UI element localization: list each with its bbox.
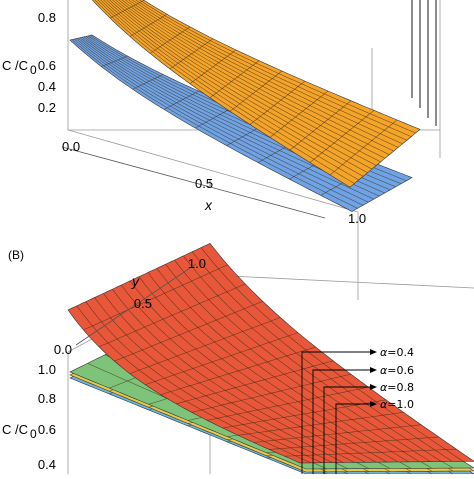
panel-a-surface-upper-mesh-line bbox=[139, 0, 416, 134]
panel-a-legend-leaders bbox=[411, 0, 437, 126]
panel-a-surface-upper-mesh-line bbox=[109, 0, 377, 166]
panel-a-z-tick-partial-0: 0.8 bbox=[38, 10, 56, 25]
panel-a-surface-lower-mesh-line bbox=[132, 74, 164, 90]
panel-a-surface-lower-mesh-line bbox=[73, 38, 364, 206]
panel-b-arrowhead bbox=[370, 401, 377, 407]
panel-a-surface-upper-mesh-line bbox=[100, 0, 364, 177]
panel-b-surface-top-mesh bbox=[76, 247, 464, 464]
panel-b-z-tick-2: 0.6 bbox=[38, 422, 56, 437]
panel-b-legend-symbol: α bbox=[380, 381, 388, 394]
panel-a-surface-upper-mesh-line bbox=[97, 0, 359, 181]
panel-b-y-tick-1: 0.5 bbox=[134, 296, 152, 311]
panel-b-leader-line bbox=[301, 351, 370, 474]
panel-b-y-axis-line bbox=[75, 263, 197, 346]
panel-b-surface-top-mesh-line bbox=[156, 268, 409, 463]
panel-b-surface-top-mesh-line bbox=[85, 301, 322, 463]
panel-b-legend-symbol: α bbox=[380, 364, 388, 377]
panel-b-leader-line bbox=[312, 369, 370, 474]
panel-b-surface-top-mesh-line bbox=[103, 293, 344, 463]
panel-b-surface-top-mesh-line bbox=[165, 264, 420, 463]
panel-a-surface-upper-mesh-line bbox=[106, 0, 373, 170]
panel-a-x-axis-line bbox=[61, 146, 326, 219]
panel-a-surface-upper-mesh-line bbox=[131, 0, 408, 141]
panel-b-surface-top-mesh-line bbox=[138, 276, 388, 463]
panel-b-y-tick-2: 0.0 bbox=[54, 342, 72, 357]
panel-b-legend-item: α=0.4 bbox=[380, 346, 414, 359]
panel-b-legend-label: =0.6 bbox=[387, 364, 414, 377]
panel-b-chart: (B)α=0.4α=0.6α=0.8α=1.01.00.50.0y1.00.80… bbox=[2, 243, 474, 475]
panel-b-surface-top-mesh-line bbox=[192, 251, 453, 462]
panel-b-z-label: C /C bbox=[2, 422, 28, 437]
panel-b-legend-symbol: α bbox=[380, 398, 388, 411]
panel-b-surface-top-mesh-line bbox=[112, 289, 355, 463]
panel-b-legend-label: =1.0 bbox=[387, 398, 414, 411]
panel-a-z-label: C /C bbox=[2, 58, 28, 73]
panel-a-surface-upper-mesh-line bbox=[94, 0, 355, 184]
panel-b-z-label-sub: 0 bbox=[30, 427, 37, 441]
panel-a-z-tick-0: 0.4 bbox=[38, 79, 56, 94]
panel-a-surface-lower-mesh-line bbox=[71, 39, 358, 209]
panel-b-leader-line bbox=[323, 386, 370, 474]
panel-a-x-tick-1: 0.5 bbox=[195, 176, 213, 191]
panel-a-z-tick-partial-1: 0.6 bbox=[38, 58, 56, 73]
panel-b-surface-top-mesh-line bbox=[94, 297, 333, 463]
panel-a-z-label-sub: 0 bbox=[30, 63, 37, 77]
panel-a-x-tick-2: 1.0 bbox=[348, 211, 366, 226]
panel-a-surface-lower-mesh-line bbox=[101, 55, 128, 67]
panel-b-legend-item: α=0.8 bbox=[380, 381, 414, 394]
panel-b-y-label: y bbox=[131, 273, 140, 289]
panel-b-legend-label: =0.4 bbox=[387, 346, 414, 359]
panel-a-chart: 0.0 0.5 1.0 x 0.8 0.6 0.4 0.2 C /C 0 bbox=[2, 0, 441, 300]
panel-a-surface-upper-mesh-line bbox=[112, 0, 381, 163]
panel-b-legend-item: α=0.6 bbox=[380, 364, 414, 377]
panel-b-arrowhead bbox=[370, 384, 377, 390]
panel-a-surface-upper bbox=[91, 0, 421, 188]
panel-a-z-tick-1: 0.2 bbox=[38, 100, 56, 115]
panel-b-legend-label: =0.8 bbox=[387, 381, 414, 394]
panel-a-surface-upper-mesh-line bbox=[103, 0, 368, 173]
panel-b-z-tick-3: 0.4 bbox=[38, 457, 56, 472]
panel-a-surface-upper-mesh-line bbox=[118, 0, 390, 155]
panel-b-surface-top-mesh-line bbox=[174, 259, 431, 462]
panel-a-surface-upper-mesh bbox=[94, 0, 416, 184]
panel-b-surface-top-mesh-line bbox=[129, 280, 377, 463]
panel-b-surface-top-mesh-line bbox=[76, 305, 312, 464]
panel-a-surface-upper-mesh-line bbox=[135, 0, 412, 137]
panel-b-arrowhead bbox=[370, 367, 377, 373]
panel-b-leader-line bbox=[335, 403, 370, 474]
panel-b-arrowhead bbox=[370, 349, 377, 355]
panel-b-y-tick-0: 1.0 bbox=[188, 256, 206, 271]
panel-b-surface-top-mesh-line bbox=[121, 284, 366, 463]
panel-a-surface-upper-mesh-line bbox=[121, 0, 394, 152]
panel-a-surface-lower-mesh-line bbox=[75, 38, 369, 203]
panel-a-x-tick-0: 0.0 bbox=[62, 139, 80, 154]
panel-a-surface-lower-mesh-line bbox=[163, 90, 199, 110]
panel-a-surface-upper-mesh-line bbox=[115, 0, 386, 159]
panel-b-z-tick-0: 1.0 bbox=[38, 362, 56, 377]
panel-b-surface-top-mesh-line bbox=[183, 255, 442, 462]
panel-b-legend-symbol: α bbox=[380, 346, 388, 359]
panel-b-legend-item: α=1.0 bbox=[380, 398, 414, 411]
panel-a-surface-upper-mesh-line bbox=[125, 0, 399, 148]
panel-a-surface-upper-mesh-line bbox=[128, 0, 403, 145]
panel-b-legend-leaders bbox=[301, 351, 370, 474]
panel-b-tag: (B) bbox=[8, 248, 24, 262]
panel-b-surface-top-mesh-line bbox=[147, 272, 399, 463]
panel-a-surface-lower-mesh-line bbox=[195, 106, 235, 129]
panel-a-surface-lower-mesh-line bbox=[77, 37, 374, 200]
panel-a-x-label: x bbox=[204, 197, 213, 213]
panel-b-z-tick-1: 0.8 bbox=[38, 391, 56, 406]
